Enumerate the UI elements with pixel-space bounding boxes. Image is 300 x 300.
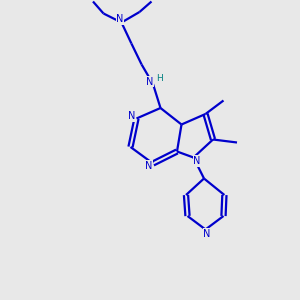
Text: N: N (194, 156, 201, 166)
Text: N: N (145, 161, 152, 171)
Text: N: N (146, 76, 153, 87)
Text: N: N (128, 111, 136, 121)
Text: N: N (116, 14, 124, 25)
Text: N: N (203, 229, 211, 239)
Text: H: H (156, 74, 163, 83)
